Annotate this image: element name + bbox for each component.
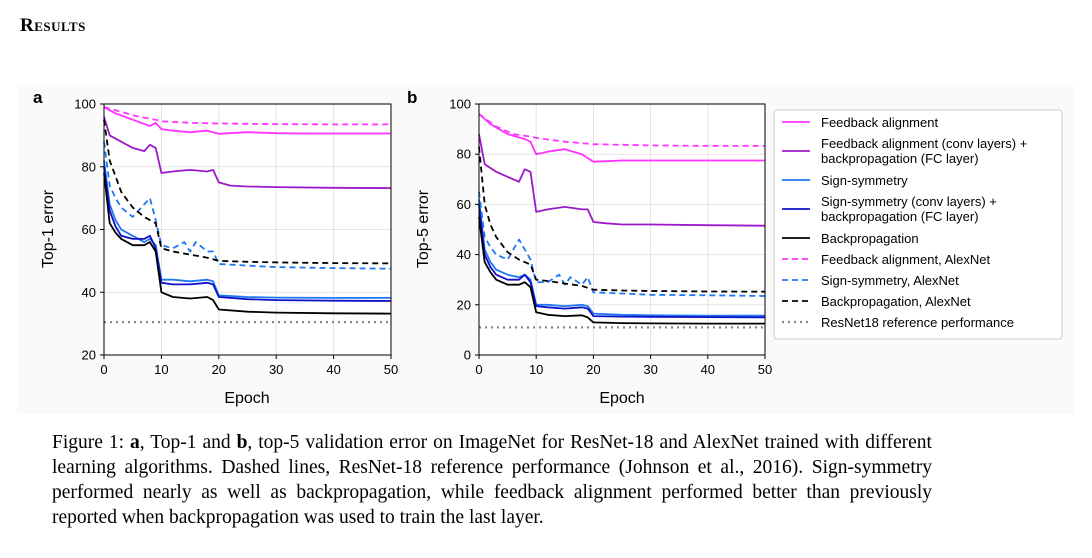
y-tick-label: 100 <box>449 97 471 112</box>
y-tick-label: 80 <box>457 147 471 162</box>
y-tick-label: 0 <box>464 348 471 363</box>
x-tick-label: 40 <box>701 362 715 377</box>
caption-a-letter: a <box>129 432 140 453</box>
series-line-sign-symmetry-conv-layers-backpropagation-fc-layer <box>103 166 392 302</box>
series-line-feedback-alignment-conv-layers-backpropagation-fc-layer <box>103 116 392 189</box>
x-tick-label: 30 <box>643 362 657 377</box>
series-line-sign-symmetry-conv-layers-backpropagation-fc-layer <box>478 204 766 319</box>
y-tick-label: 60 <box>457 197 471 212</box>
x-tick-label: 30 <box>269 362 283 377</box>
y-tick-label: 100 <box>74 97 96 112</box>
y-tick-label: 60 <box>82 222 96 237</box>
legend-label: ResNet18 reference performance <box>821 315 1014 330</box>
legend-label: Sign-symmetry <box>821 173 908 188</box>
panel-a-ylabel: Top-1 error <box>40 189 57 268</box>
x-tick-label: 10 <box>529 362 543 377</box>
legend-label: Backpropagation, AlexNet <box>821 294 971 309</box>
x-tick-label: 0 <box>100 362 107 377</box>
series-line-backpropagation <box>478 216 765 325</box>
y-tick-label: 40 <box>82 285 96 300</box>
y-tick-label: 80 <box>82 159 96 174</box>
panel-a: a 0 10 20 30 40 50 20 40 60 80 100 Epoch Top-1 err… <box>33 88 398 407</box>
panel-b-xlabel: Epoch <box>599 390 644 407</box>
legend: Feedback alignment Feedback alignment (co… <box>773 109 1063 340</box>
y-tick-label: 40 <box>457 247 471 262</box>
series-line-feedback-alignment-alexnet <box>478 113 765 147</box>
panel-a-xlabel: Epoch <box>224 390 269 407</box>
legend-label-line2: backpropagation (FC layer) <box>821 151 979 166</box>
caption-part2: , top-5 validation error on ImageNet for… <box>52 432 932 528</box>
legend-label-line2: backpropagation (FC layer) <box>821 209 979 224</box>
y-tick-label: 20 <box>457 297 471 312</box>
series-line-feedback-alignment <box>103 106 391 135</box>
legend-items: Feedback alignment Feedback alignment (co… <box>782 115 1027 330</box>
series-line-backpropagation <box>103 172 392 315</box>
legend-label: Feedback alignment, AlexNet <box>821 252 990 267</box>
series-line-feedback-alignment-conv-layers-backpropagation-fc-layer <box>478 133 766 227</box>
legend-label: Sign-symmetry (conv layers) + <box>821 194 997 209</box>
x-tick-label: 50 <box>758 362 772 377</box>
caption-b-letter: b <box>236 432 248 453</box>
x-tick-label: 40 <box>326 362 340 377</box>
panel-a-letter: a <box>33 88 43 107</box>
caption-prefix: Figure 1: <box>52 432 130 453</box>
panel-b: b 0 10 20 30 40 50 0 20 40 60 80 100 Epoch Top-5 er… <box>407 88 772 407</box>
series-line-backpropagation-alexnet <box>103 119 392 265</box>
series-line-sign-symmetry-alexnet <box>103 141 392 270</box>
caption-part1: , Top-1 and <box>139 432 237 453</box>
y-tick-label: 20 <box>82 348 96 363</box>
series-line-backpropagation-alexnet <box>478 146 766 293</box>
series-line-feedback-alignment-alexnet <box>103 106 391 126</box>
legend-label: Backpropagation <box>821 231 919 246</box>
panel-a-series <box>103 106 392 324</box>
series-line-sign-symmetry <box>478 199 765 317</box>
panel-b-ylabel: Top-5 error <box>415 189 432 268</box>
panel-b-letter: b <box>407 88 417 107</box>
legend-label: Sign-symmetry, AlexNet <box>821 273 959 288</box>
legend-label: Feedback alignment (conv layers) + <box>821 136 1027 151</box>
section-heading-text: Results <box>20 15 86 36</box>
panel-a-ticks: 0 10 20 30 40 50 20 40 60 80 100 <box>74 97 398 378</box>
x-tick-label: 0 <box>475 362 482 377</box>
section-heading: Results <box>20 15 86 37</box>
legend-label: Feedback alignment <box>821 115 938 130</box>
panel-b-series <box>478 113 766 329</box>
x-tick-label: 10 <box>154 362 168 377</box>
legend-box <box>773 109 1063 340</box>
x-tick-label: 20 <box>212 362 226 377</box>
x-tick-label: 20 <box>586 362 600 377</box>
panel-b-ticks: 0 10 20 30 40 50 0 20 40 60 80 100 <box>449 97 772 378</box>
series-line-feedback-alignment <box>478 113 765 163</box>
panel-b-frame <box>478 103 766 356</box>
figure-caption: Figure 1: a, Top-1 and b, top-5 validati… <box>52 430 932 530</box>
x-tick-label: 50 <box>384 362 398 377</box>
series-line-sign-symmetry <box>103 160 391 299</box>
